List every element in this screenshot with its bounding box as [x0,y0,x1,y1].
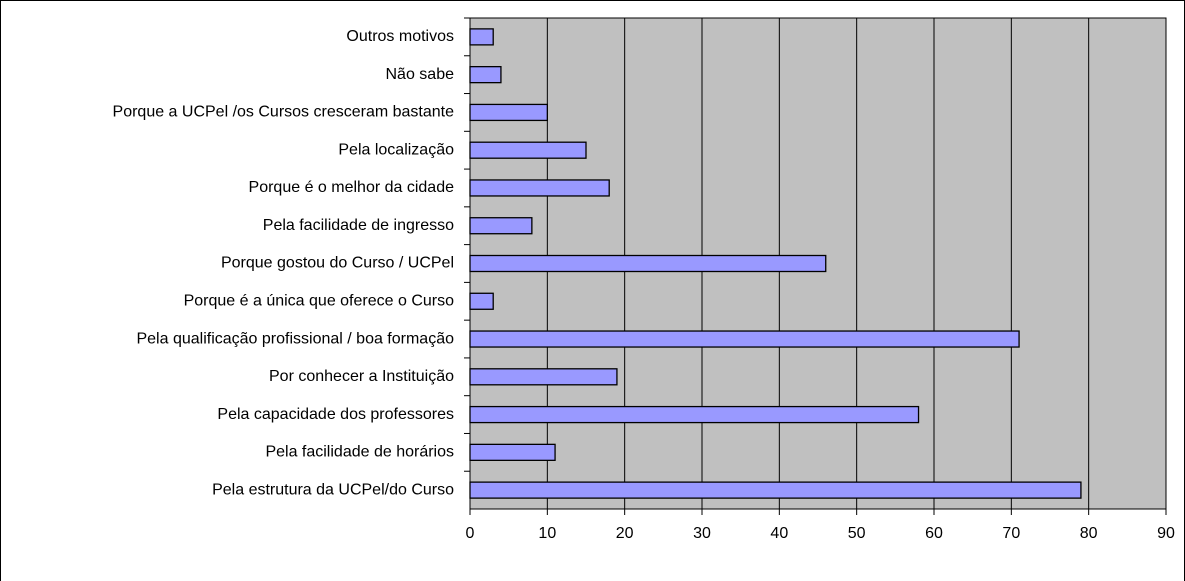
bar [469,217,533,235]
y-tick-label: Pela qualificação profissional / boa for… [136,330,454,347]
bar [469,368,618,386]
x-tick-label: 0 [466,525,475,542]
y-tick-label: Outros motivos [346,28,454,45]
bar [469,405,920,424]
bar [469,292,494,310]
x-tick-label: 20 [616,525,634,542]
bar [469,179,610,197]
y-tick-label: Pela facilidade de ingresso [263,217,454,234]
bar [469,330,1020,348]
y-tick-label: Porque é a única que oferece o Curso [184,292,455,309]
y-tick-label: Não sabe [386,66,455,83]
y-tick-label: Por conhecer a Instituição [269,368,454,385]
y-tick-label: Pela localização [338,141,454,158]
bar [469,443,556,461]
x-tick-label: 90 [1157,525,1175,542]
bar [469,141,587,159]
x-tick-label: 40 [770,525,788,542]
x-tick-label: 80 [1080,525,1098,542]
y-tick-label: Pela estrutura da UCPel/do Curso [212,481,454,498]
y-tick-label: Porque gostou do Curso / UCPel [221,255,454,272]
bar [469,103,548,122]
x-tick-label: 50 [848,525,866,542]
y-tick-label: Pela capacidade dos professores [217,406,454,423]
bar [469,28,494,46]
bar [469,66,502,84]
x-tick-label: 70 [1002,525,1020,542]
y-tick-label: Porque a UCPel /os Cursos cresceram bast… [113,104,455,121]
y-tick-label: Porque é o melhor da cidade [249,179,455,196]
y-tick-label: Pela facilidade de horários [265,444,454,461]
x-tick-label: 30 [693,525,711,542]
x-tick-label: 10 [538,525,556,542]
x-tick-label: 60 [925,525,943,542]
bar [469,254,827,273]
bar [469,481,1082,499]
